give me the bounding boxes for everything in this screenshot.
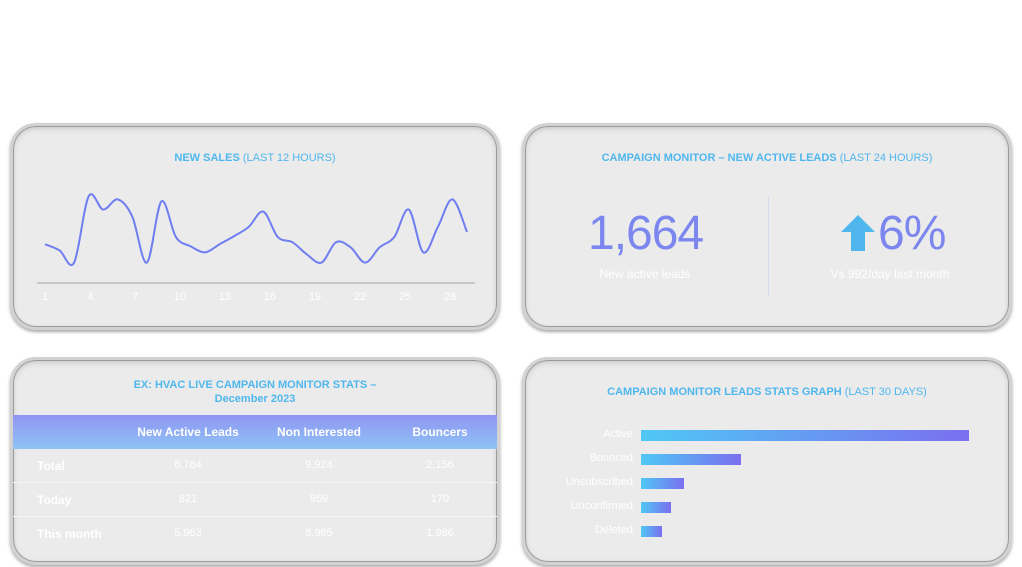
divider [768,196,769,296]
x-tick-label: 19 [308,291,322,303]
x-tick-label: 16 [263,291,277,303]
active-leads-card: CAMPAIGN MONITOR – NEW ACTIVE LEADS (LAS… [522,123,1012,330]
cell: 1,986 [426,527,454,539]
active-leads-title: CAMPAIGN MONITOR – NEW ACTIVE LEADS (LAS… [601,152,933,164]
bar-category-label: Unsubscribed [565,476,633,488]
cell: 170 [430,493,450,505]
arrow-up-icon [841,215,875,251]
hvac-stats-title: EX: HVAC LIVE CAMPAIGN MONITOR STATS – D… [133,379,377,405]
change-percent: 6% [878,207,946,260]
x-tick-label: 25 [398,291,412,303]
col-non-interested: Non Interested [276,425,362,439]
cell: 6,784 [174,459,202,471]
change-caption: Vs 992/day last month [830,267,950,281]
bar-deleted [641,526,662,537]
bar-unsubscribed [641,478,684,489]
new-sales-line-chart [37,193,475,284]
x-tick-label: 7 [131,291,139,303]
cell: 5,963 [174,527,202,539]
table-row: This month 5,963 8,965 1,986 [13,517,497,550]
leads-graph-title: CAMPAIGN MONITOR LEADS STATS GRAPH (LAST… [607,386,927,398]
new-sales-card: NEW SALES (LAST 12 HOURS) 1 4 7 10 13 16 19 22 2… [10,123,500,330]
x-tick-label: 10 [173,291,187,303]
col-bouncers: Bouncers [412,425,468,439]
bar-category-label: Active [603,428,633,440]
cell: 8,965 [305,527,333,539]
bar-category-label: Deleted [595,524,633,536]
col-new-active-leads: New Active Leads [137,425,239,439]
sales-series-line [44,193,468,266]
bar-category-label: Bounced [589,452,633,464]
x-tick-label: 28 [443,291,457,303]
x-tick-label: 4 [86,291,94,303]
bar-bounced [641,454,742,465]
bar-unconfirmed [641,502,671,513]
row-label: Total [37,459,65,473]
table-row: Today 821 959 170 [13,483,497,517]
x-tick-label: 22 [353,291,367,303]
bar-category-label: Unconfirmed [570,500,633,512]
bar-active [641,430,969,441]
x-tick-label: 1 [41,291,49,303]
table-header: New Active Leads Non Interested Bouncers [13,415,497,449]
cell: 959 [309,493,329,505]
table-row: Total 6,784 9,924 2,156 [13,449,497,483]
active-leads-caption: New active leads [599,267,691,281]
leads-graph-card: CAMPAIGN MONITOR LEADS STATS GRAPH (LAST… [522,357,1012,565]
cell: 2,156 [426,459,454,471]
hvac-stats-card: EX: HVAC LIVE CAMPAIGN MONITOR STATS – D… [10,357,500,565]
row-label: This month [37,527,102,541]
new-sales-title: NEW SALES (LAST 12 HOURS) [174,152,336,164]
x-tick-label: 13 [218,291,232,303]
cell: 9,924 [305,459,333,471]
cell: 821 [178,493,198,505]
row-label: Today [37,493,72,507]
active-leads-count: 1,664 [588,207,704,260]
